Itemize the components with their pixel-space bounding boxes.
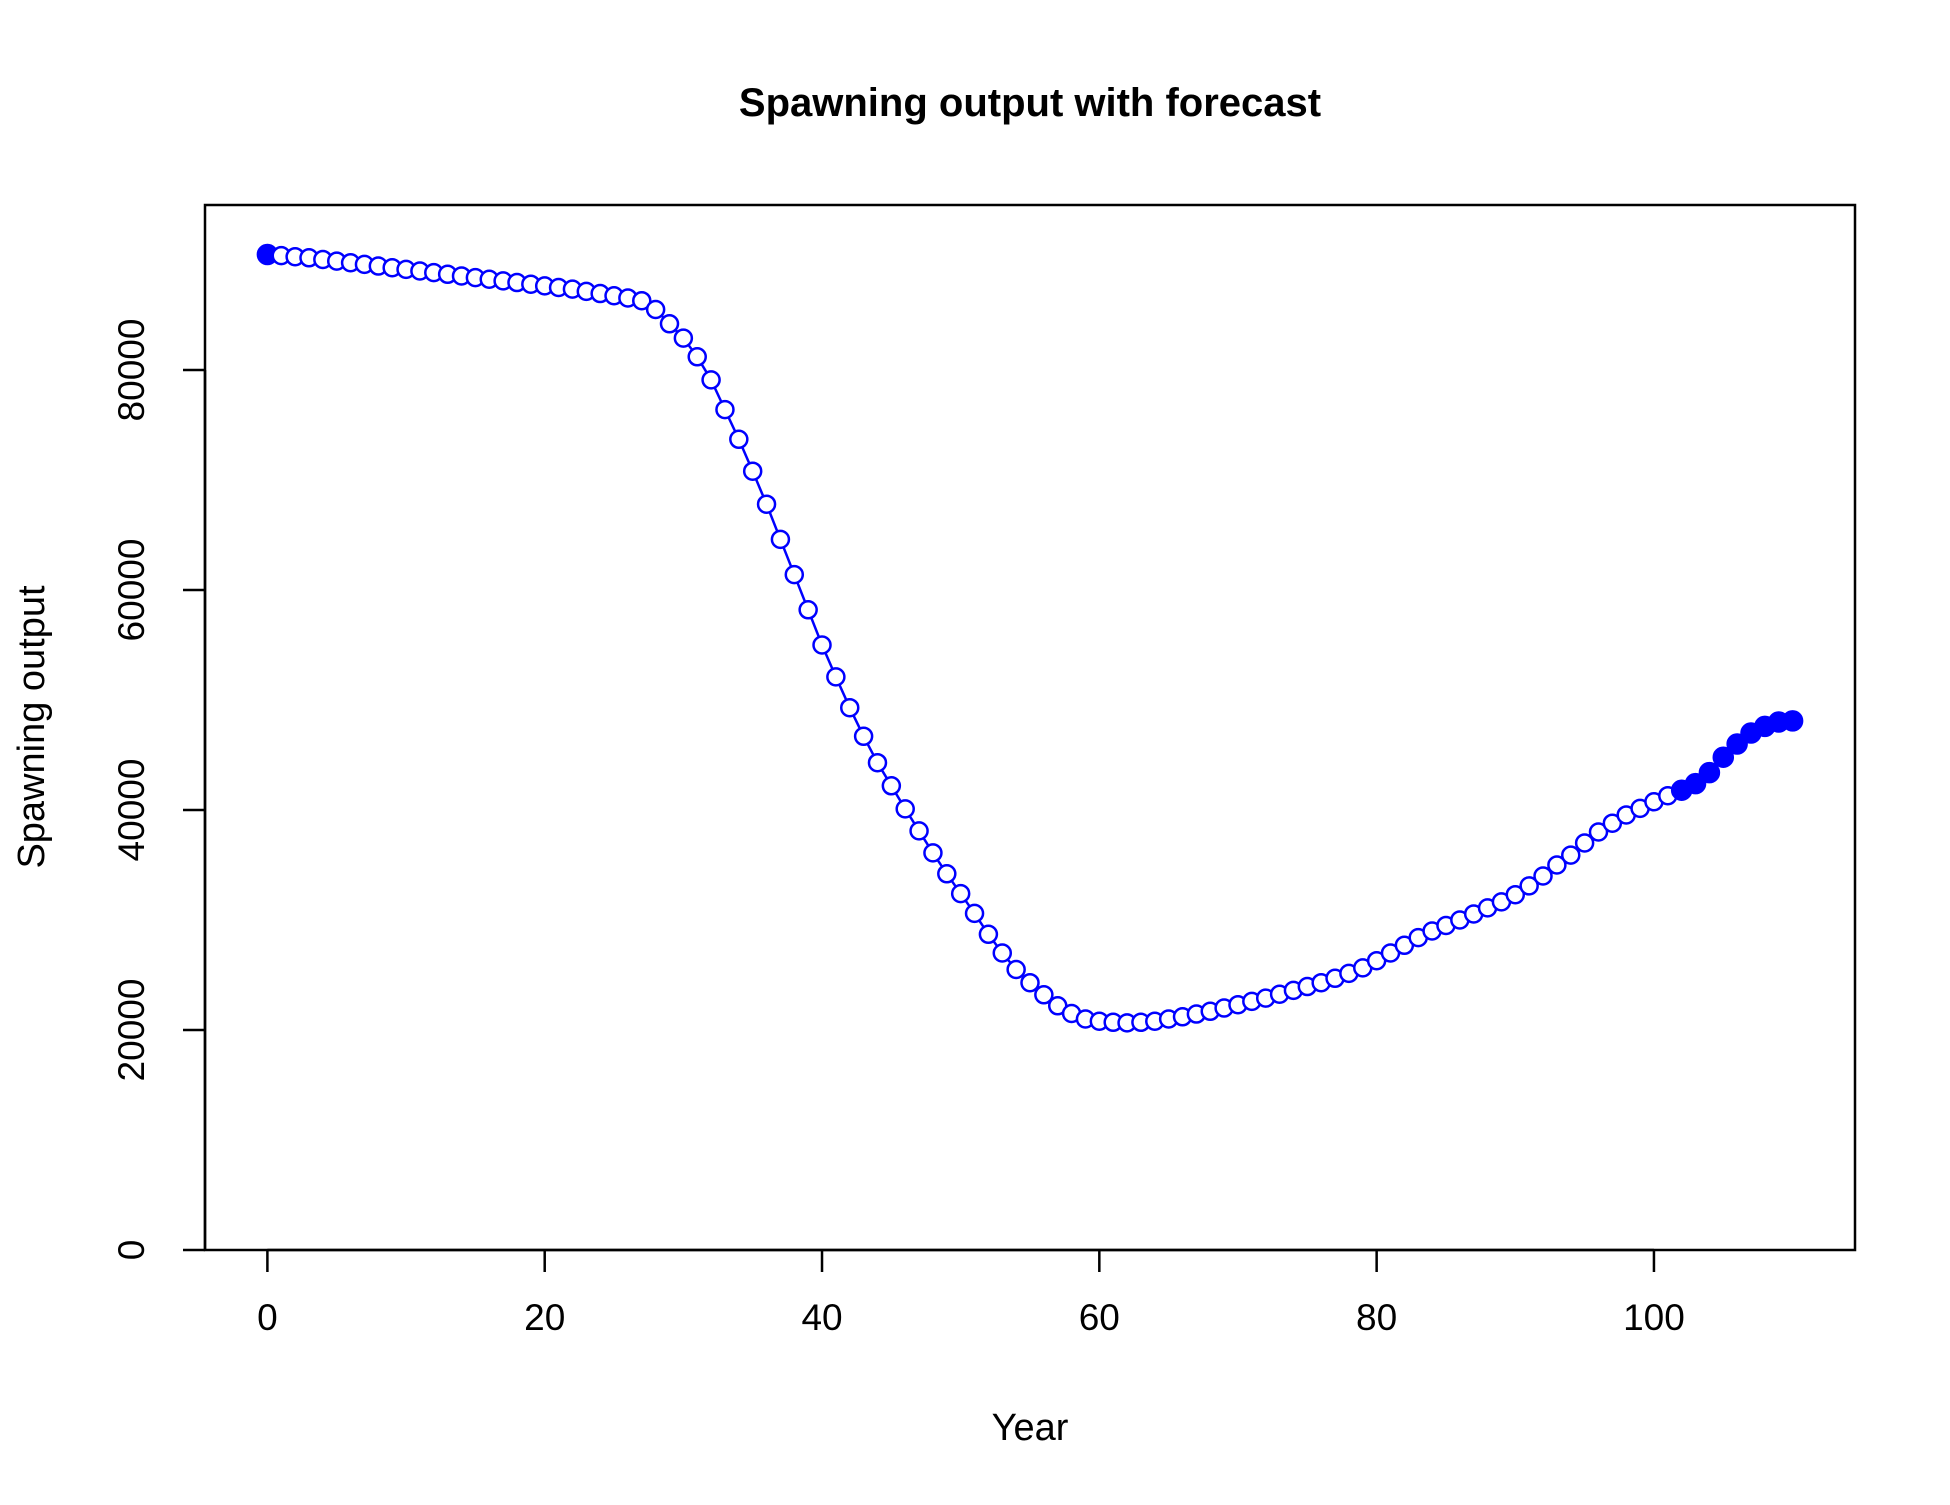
data-point	[853, 726, 874, 747]
series-layer	[256, 243, 1804, 1033]
data-point	[1547, 855, 1567, 875]
x-tick-label: 60	[1079, 1297, 1120, 1338]
data-point	[729, 429, 749, 450]
chart-title: Spawning output with forecast	[739, 81, 1321, 125]
data-point	[1505, 884, 1526, 905]
data-point	[895, 799, 915, 819]
data-point	[812, 635, 832, 655]
data-point	[992, 943, 1013, 963]
data-point	[784, 564, 805, 585]
x-axis: 0 20 40 60 80 100	[257, 1248, 1685, 1338]
data-point	[909, 821, 929, 841]
data-point	[839, 697, 860, 718]
data-point	[687, 347, 707, 367]
y-tick-label: 20000	[111, 979, 152, 1082]
data-point	[673, 328, 694, 348]
x-tick-label: 100	[1623, 1297, 1685, 1338]
y-axis: 0 20000 40000 60000 80000	[111, 319, 207, 1261]
data-point	[1561, 845, 1581, 865]
data-point	[923, 843, 943, 863]
series-line	[267, 253, 1793, 1025]
data-point	[1574, 833, 1595, 853]
data-point-filled	[1781, 710, 1804, 732]
y-tick-label: 40000	[111, 759, 152, 862]
data-point	[756, 494, 777, 514]
data-point	[1519, 876, 1539, 896]
data-point	[881, 776, 902, 796]
data-point-filled	[1698, 761, 1721, 784]
x-tick-label: 40	[801, 1297, 842, 1338]
data-point	[1588, 822, 1609, 842]
data-point	[1602, 813, 1623, 833]
x-tick-label: 20	[524, 1297, 565, 1338]
y-tick-label: 80000	[111, 319, 152, 422]
data-point	[798, 600, 818, 620]
y-tick-label: 60000	[111, 539, 152, 642]
data-point-filled	[1726, 733, 1748, 755]
data-point	[742, 461, 763, 481]
y-tick-label: 0	[111, 1240, 152, 1261]
data-point	[867, 752, 888, 773]
x-tick-label: 0	[257, 1297, 278, 1338]
data-point	[1034, 985, 1054, 1005]
x-tick-label: 80	[1356, 1297, 1397, 1338]
data-point	[937, 864, 957, 884]
y-axis-label: Spawning output	[11, 585, 53, 869]
data-point	[701, 370, 721, 390]
data-point	[645, 299, 666, 320]
data-point	[1533, 866, 1553, 886]
data-point	[826, 667, 846, 687]
data-point	[1020, 972, 1040, 993]
data-point	[978, 924, 999, 945]
x-axis-label: Year	[992, 1407, 1069, 1449]
data-point	[1006, 959, 1026, 980]
data-point	[770, 529, 791, 550]
data-point	[632, 290, 652, 311]
data-point	[964, 903, 985, 924]
data-point	[950, 883, 971, 904]
data-point	[659, 314, 680, 334]
data-point-filled	[1684, 772, 1707, 795]
data-point	[715, 399, 735, 420]
plot-area-frame	[203, 203, 1857, 1252]
data-point-filled	[1712, 746, 1735, 768]
